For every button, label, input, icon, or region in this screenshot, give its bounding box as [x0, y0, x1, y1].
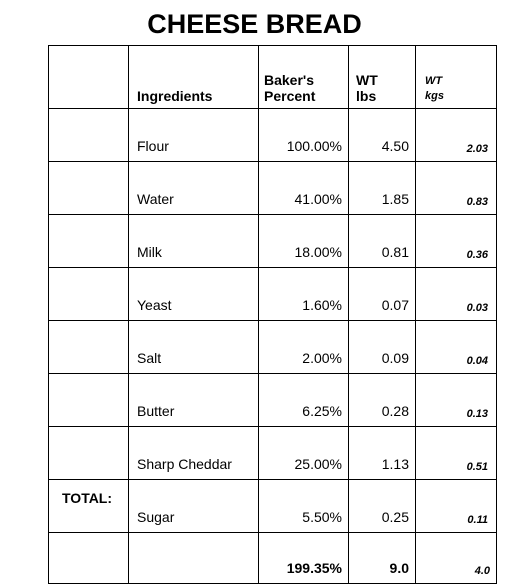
row-empty-cell — [48, 267, 129, 321]
weight-lbs-value: 0.81 — [348, 214, 416, 268]
total-label-cell — [48, 532, 129, 584]
ingredient-name: Water — [128, 161, 259, 215]
header-wt-lbs-line1: WT — [356, 72, 378, 88]
row-empty-cell — [48, 373, 129, 427]
weight-lbs-value: 0.25 — [348, 479, 416, 533]
row-empty-cell — [48, 479, 129, 533]
row-empty-cell — [48, 161, 129, 215]
total-percent: 199.35% — [258, 532, 349, 584]
header-wt-lbs-line2: lbs — [356, 88, 377, 104]
weight-kgs-value: 0.13 — [415, 373, 497, 427]
ingredient-name: Sharp Cheddar — [128, 426, 259, 480]
header-wt-lbs: WT lbs — [348, 45, 416, 109]
page-title: CHEESE BREAD — [147, 9, 362, 39]
weight-kgs-value: 0.11 — [415, 479, 497, 533]
row-empty-cell — [48, 320, 129, 374]
weight-kgs-value: 0.51 — [415, 426, 497, 480]
total-label: TOTAL: — [62, 490, 113, 506]
ingredient-name: Sugar — [128, 479, 259, 533]
table-row: Flour 100.00% 4.50 2.03 — [48, 108, 497, 162]
weight-lbs-value: 1.13 — [348, 426, 416, 480]
header-wt-kgs-line1: WT — [425, 75, 443, 87]
table-row: Sugar 5.50% 0.25 0.11 — [48, 479, 497, 533]
header-bakers-percent-line1: Baker's — [264, 72, 315, 88]
bakers-percent-value: 25.00% — [258, 426, 349, 480]
weight-kgs-value: 0.36 — [415, 214, 497, 268]
row-empty-cell — [48, 108, 129, 162]
table-row: Yeast 1.60% 0.07 0.03 — [48, 267, 497, 321]
weight-lbs-value: 0.09 — [348, 320, 416, 374]
ingredient-name: Salt — [128, 320, 259, 374]
bakers-percent-value: 100.00% — [258, 108, 349, 162]
header-bakers-percent-line2: Percent — [264, 88, 316, 104]
header-wt-kgs-line2: kgs — [425, 90, 444, 102]
total-lbs: 9.0 — [348, 532, 416, 584]
weight-lbs-value: 1.85 — [348, 161, 416, 215]
ingredient-name: Milk — [128, 214, 259, 268]
weight-kgs-value: 0.83 — [415, 161, 497, 215]
bakers-percent-value: 6.25% — [258, 373, 349, 427]
weight-kgs-value: 0.04 — [415, 320, 497, 374]
bakers-percent-value: 5.50% — [258, 479, 349, 533]
bakers-percent-value: 2.00% — [258, 320, 349, 374]
table-row: Milk 18.00% 0.81 0.36 — [48, 214, 497, 268]
ingredient-name: Butter — [128, 373, 259, 427]
weight-lbs-value: 0.28 — [348, 373, 416, 427]
weight-lbs-value: 4.50 — [348, 108, 416, 162]
ingredient-name: Flour — [128, 108, 259, 162]
header-bakers-percent: Baker's Percent — [258, 45, 349, 109]
table-row: Salt 2.00% 0.09 0.04 — [48, 320, 497, 374]
weight-kgs-value: 2.03 — [415, 108, 497, 162]
row-empty-cell — [48, 214, 129, 268]
bakers-percent-value: 1.60% — [258, 267, 349, 321]
bakers-percent-value: 41.00% — [258, 161, 349, 215]
weight-kgs-value: 0.03 — [415, 267, 497, 321]
ingredient-name: Yeast — [128, 267, 259, 321]
recipe-table: Ingredients Baker's Percent WT lbs WT kg… — [48, 45, 497, 584]
total-kgs: 4.0 — [415, 532, 497, 584]
bakers-percent-value: 18.00% — [258, 214, 349, 268]
table-row: Butter 6.25% 0.28 0.13 — [48, 373, 497, 427]
total-row: 199.35% 9.0 4.0 — [48, 532, 497, 584]
header-empty-cell — [48, 45, 129, 109]
table-row: Sharp Cheddar 25.00% 1.13 0.51 — [48, 426, 497, 480]
header-wt-kgs: WT kgs — [415, 45, 497, 109]
total-empty-cell — [128, 532, 259, 584]
table-row: Water 41.00% 1.85 0.83 — [48, 161, 497, 215]
header-row: Ingredients Baker's Percent WT lbs WT kg… — [48, 45, 497, 109]
header-ingredients: Ingredients — [128, 45, 259, 109]
row-empty-cell — [48, 426, 129, 480]
weight-lbs-value: 0.07 — [348, 267, 416, 321]
